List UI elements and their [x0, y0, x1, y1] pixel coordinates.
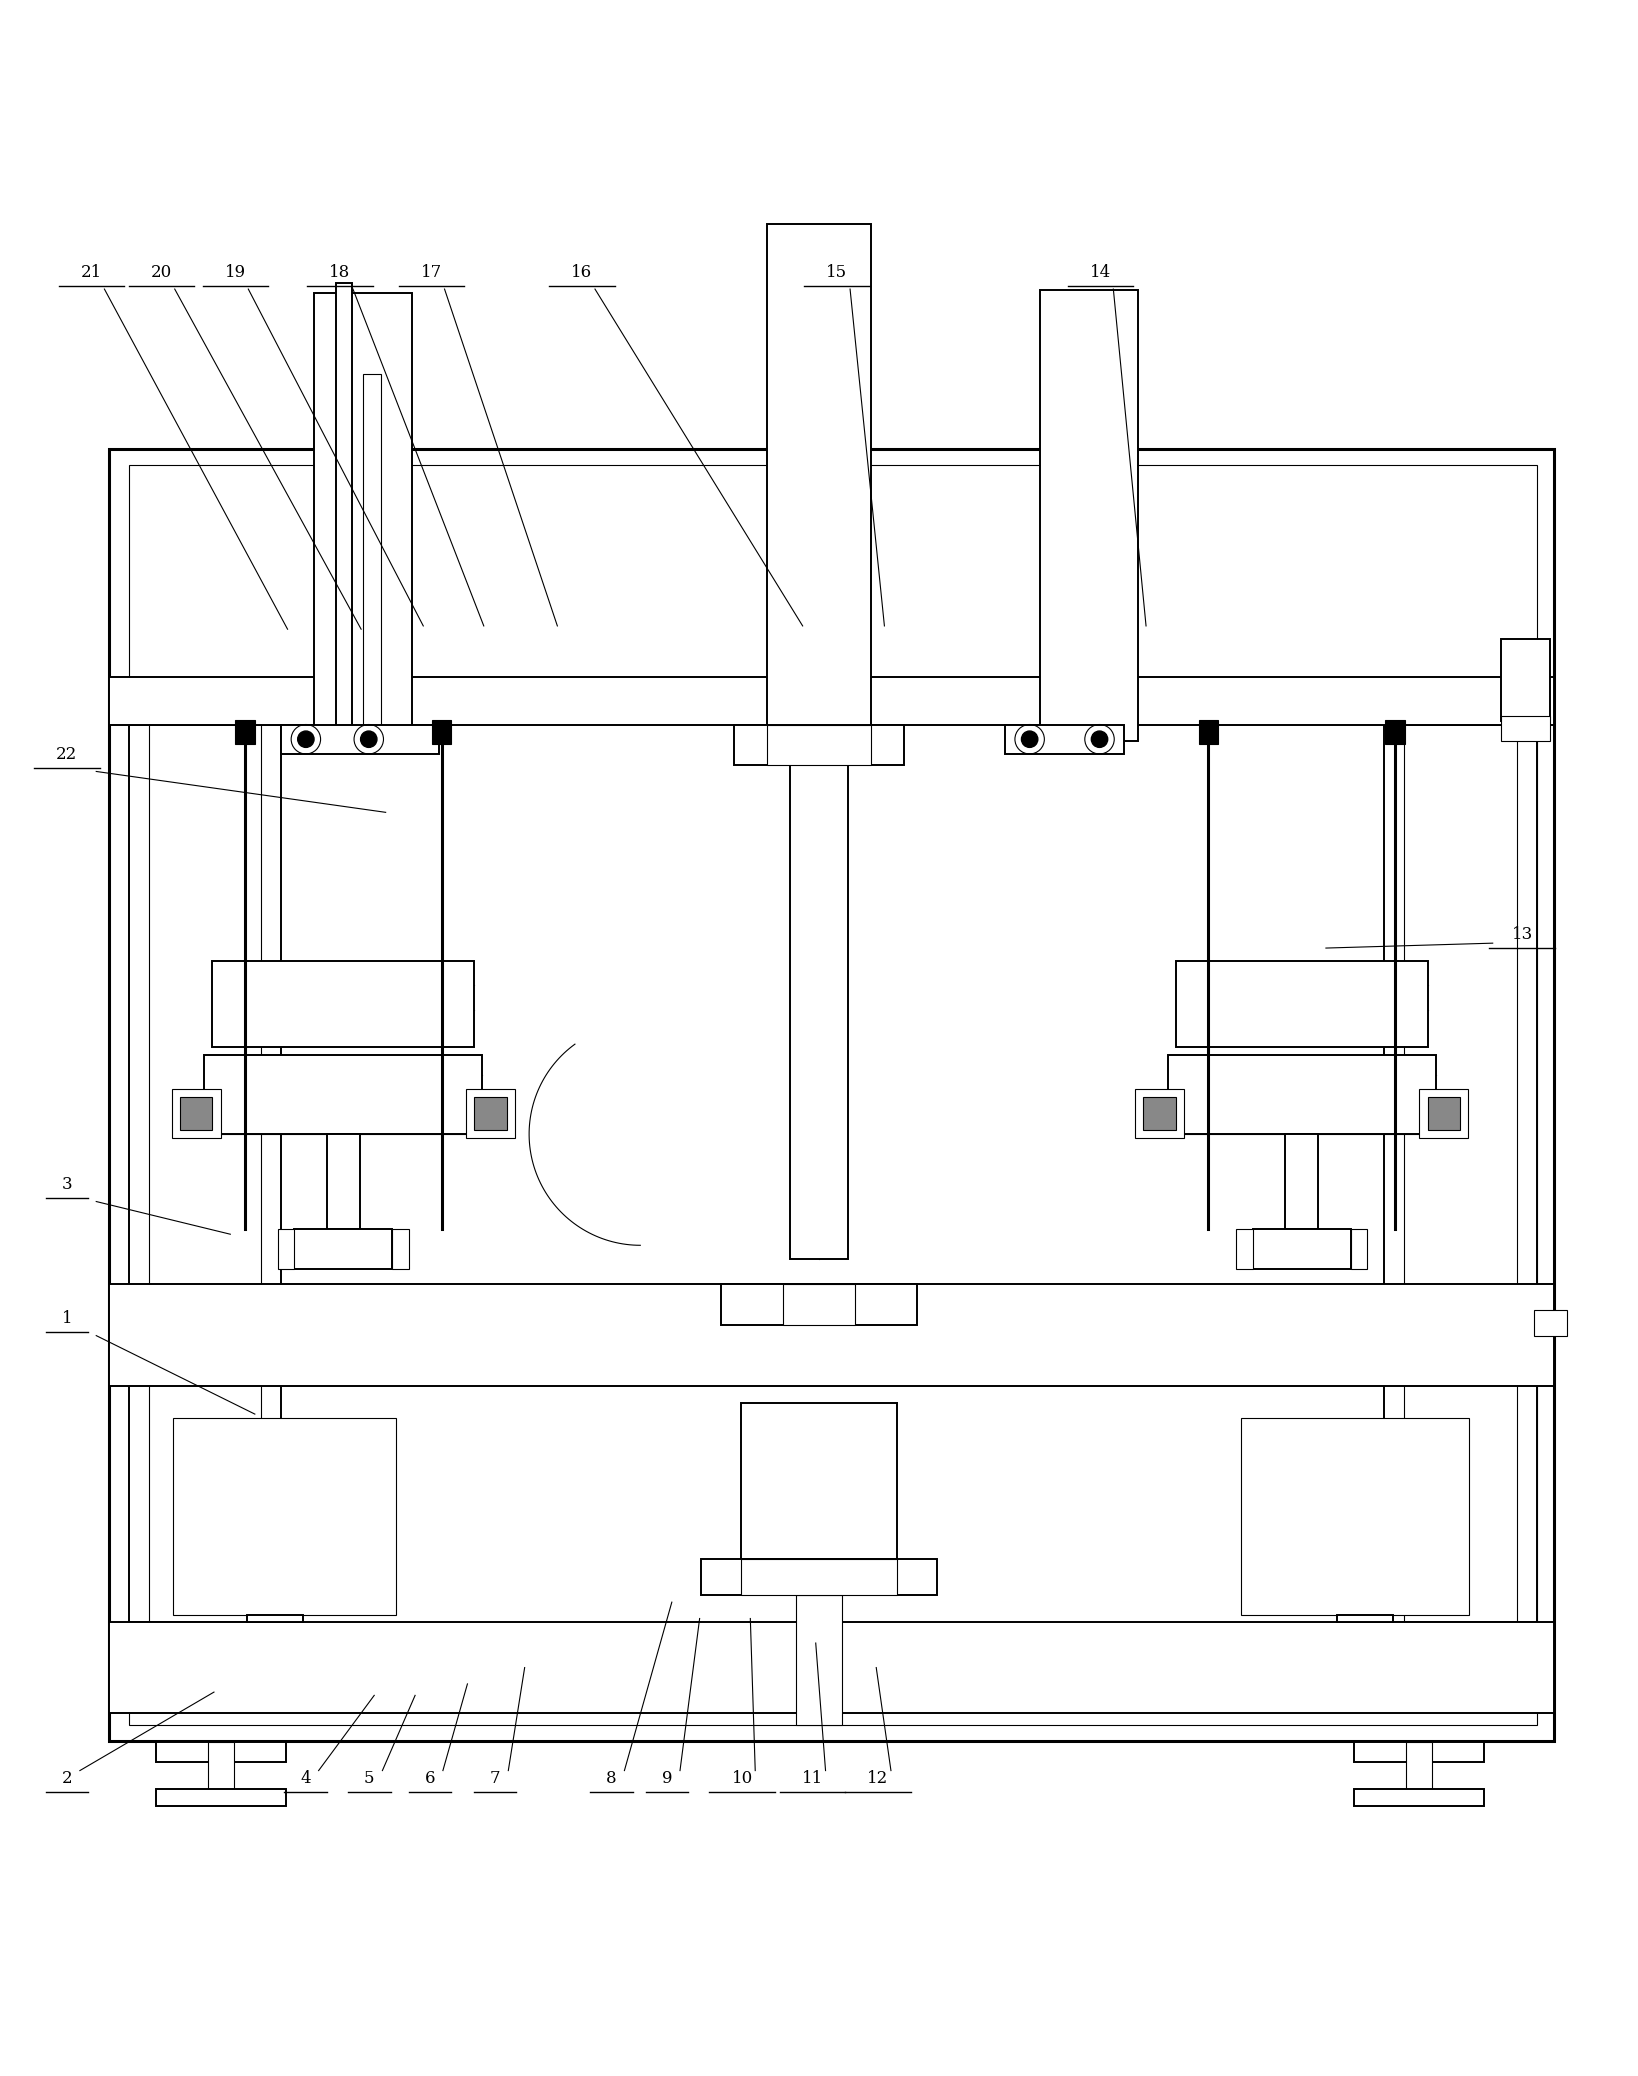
- Bar: [740, 1559, 898, 1596]
- Text: 17: 17: [421, 264, 442, 280]
- Text: 5: 5: [364, 1771, 375, 1787]
- Bar: [278, 1229, 295, 1271]
- Circle shape: [298, 731, 314, 747]
- Bar: [1143, 1096, 1176, 1129]
- Text: 3: 3: [62, 1177, 72, 1194]
- Bar: [467, 1090, 514, 1138]
- Circle shape: [1022, 731, 1038, 747]
- Bar: [180, 1096, 213, 1129]
- Bar: [767, 224, 871, 741]
- Bar: [174, 1418, 396, 1615]
- Text: 16: 16: [572, 264, 593, 280]
- Bar: [701, 1559, 937, 1596]
- Bar: [1500, 716, 1550, 741]
- Bar: [213, 961, 475, 1048]
- Bar: [783, 1283, 855, 1324]
- Text: 21: 21: [80, 264, 102, 280]
- Bar: [734, 725, 904, 766]
- Bar: [110, 1623, 1554, 1713]
- Bar: [110, 1283, 1554, 1387]
- Bar: [1386, 720, 1405, 743]
- Text: 15: 15: [827, 264, 847, 280]
- Bar: [295, 1229, 393, 1271]
- Bar: [721, 1283, 917, 1324]
- Bar: [172, 1090, 221, 1138]
- Bar: [1242, 1418, 1469, 1615]
- Text: 12: 12: [867, 1771, 888, 1787]
- Text: 8: 8: [606, 1771, 616, 1787]
- Bar: [362, 374, 380, 741]
- Text: 11: 11: [803, 1771, 822, 1787]
- Bar: [1237, 1229, 1253, 1271]
- Text: 13: 13: [1512, 926, 1533, 943]
- Bar: [1353, 1790, 1484, 1806]
- Bar: [475, 1096, 506, 1129]
- Bar: [1040, 291, 1138, 741]
- Text: 9: 9: [662, 1771, 672, 1787]
- Circle shape: [360, 731, 377, 747]
- Bar: [1535, 1310, 1568, 1337]
- Text: 6: 6: [424, 1771, 436, 1787]
- Bar: [156, 1790, 287, 1806]
- Text: 1: 1: [62, 1310, 72, 1327]
- Bar: [110, 448, 1554, 1740]
- Bar: [208, 1742, 234, 1796]
- Bar: [314, 293, 413, 741]
- Bar: [328, 1133, 360, 1229]
- Bar: [247, 1615, 303, 1623]
- Bar: [1004, 725, 1124, 754]
- Text: 2: 2: [62, 1771, 72, 1787]
- Bar: [1135, 1090, 1184, 1138]
- Circle shape: [1091, 731, 1107, 747]
- Bar: [1253, 1229, 1351, 1271]
- Text: 10: 10: [732, 1771, 753, 1787]
- Bar: [129, 465, 1536, 1725]
- Bar: [280, 725, 439, 754]
- Text: 20: 20: [151, 264, 172, 280]
- Bar: [796, 1596, 842, 1725]
- Bar: [205, 1055, 482, 1133]
- Bar: [1176, 961, 1428, 1048]
- Bar: [1337, 1615, 1392, 1623]
- Bar: [1384, 725, 1536, 1623]
- Bar: [1405, 1742, 1432, 1796]
- Bar: [110, 677, 1554, 725]
- Bar: [129, 725, 280, 1623]
- Text: 14: 14: [1089, 264, 1111, 280]
- Bar: [156, 1742, 287, 1763]
- Bar: [767, 725, 871, 766]
- Bar: [432, 720, 452, 743]
- Text: 4: 4: [300, 1771, 311, 1787]
- Bar: [1168, 1055, 1437, 1133]
- Bar: [1420, 1090, 1468, 1138]
- Bar: [1500, 639, 1550, 720]
- Bar: [1351, 1229, 1368, 1271]
- Bar: [740, 1403, 898, 1559]
- Bar: [1286, 1133, 1319, 1229]
- Bar: [1199, 720, 1219, 743]
- Bar: [336, 284, 352, 741]
- Text: 18: 18: [329, 264, 351, 280]
- Text: 7: 7: [490, 1771, 501, 1787]
- Bar: [236, 720, 256, 743]
- Text: 19: 19: [224, 264, 246, 280]
- Bar: [1353, 1742, 1484, 1763]
- Text: 22: 22: [56, 745, 77, 764]
- Bar: [790, 766, 848, 1260]
- Bar: [1428, 1096, 1461, 1129]
- Bar: [393, 1229, 410, 1271]
